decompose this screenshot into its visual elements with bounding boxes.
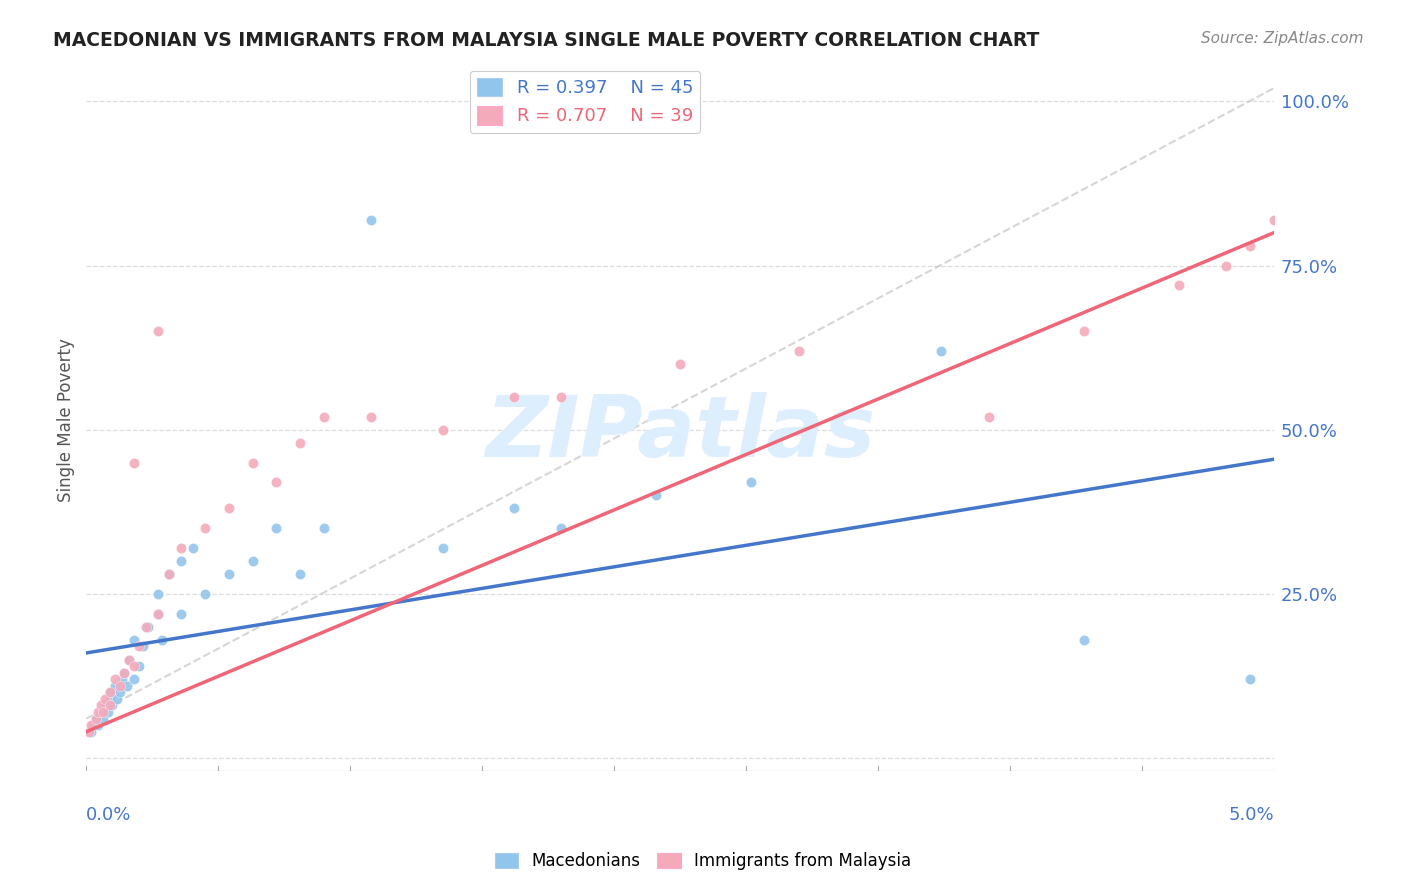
Point [312, 521, 335, 535]
Point [194, 521, 217, 535]
Point [1215, 259, 1237, 273]
Point [170, 554, 193, 568]
Point [122, 659, 145, 673]
Point [1073, 324, 1095, 338]
Legend: R = 0.397    N = 45, R = 0.707    N = 39: R = 0.397 N = 45, R = 0.707 N = 39 [470, 70, 700, 133]
Point [360, 409, 382, 424]
Point [1073, 632, 1095, 647]
Point [550, 521, 572, 535]
Point [101, 698, 124, 713]
Point [288, 567, 311, 582]
Point [157, 567, 180, 582]
Point [157, 567, 180, 582]
Point [91, 712, 114, 726]
Point [105, 692, 128, 706]
Point [82, 718, 104, 732]
Point [432, 423, 454, 437]
Point [170, 607, 193, 621]
Point [1239, 239, 1261, 253]
Point [84, 712, 107, 726]
Point [94, 692, 117, 706]
Text: ZIPatlas: ZIPatlas [485, 392, 875, 475]
Point [266, 521, 288, 535]
Point [128, 640, 150, 654]
Text: 5.0%: 5.0% [1229, 806, 1274, 824]
Point [645, 488, 668, 502]
Point [108, 685, 131, 699]
Point [84, 712, 107, 726]
Point [502, 390, 524, 404]
Point [112, 665, 135, 680]
Point [112, 665, 135, 680]
Point [146, 587, 169, 601]
Point [122, 632, 145, 647]
Point [242, 554, 264, 568]
Point [104, 679, 127, 693]
Point [146, 607, 169, 621]
Point [98, 685, 121, 699]
Point [181, 541, 204, 555]
Point [1167, 278, 1189, 293]
Text: MACEDONIAN VS IMMIGRANTS FROM MALAYSIA SINGLE MALE POVERTY CORRELATION CHART: MACEDONIAN VS IMMIGRANTS FROM MALAYSIA S… [53, 31, 1040, 50]
Point [118, 652, 141, 666]
Point [740, 475, 762, 490]
Point [242, 456, 264, 470]
Point [108, 679, 131, 693]
Point [80, 724, 103, 739]
Point [550, 390, 572, 404]
Point [87, 705, 110, 719]
Point [98, 692, 121, 706]
Point [97, 705, 120, 719]
Point [170, 541, 193, 555]
Point [931, 343, 953, 358]
Point [977, 409, 1000, 424]
Legend: Macedonians, Immigrants from Malaysia: Macedonians, Immigrants from Malaysia [488, 846, 918, 877]
Point [77, 724, 100, 739]
Point [312, 409, 335, 424]
Point [669, 357, 692, 371]
Point [115, 679, 138, 693]
Point [136, 620, 159, 634]
Point [360, 212, 382, 227]
Point [98, 698, 121, 713]
Point [87, 718, 110, 732]
Point [146, 607, 169, 621]
Point [118, 652, 141, 666]
Point [98, 685, 121, 699]
Point [122, 672, 145, 686]
Point [80, 718, 103, 732]
Y-axis label: Single Male Poverty: Single Male Poverty [58, 338, 75, 502]
Point [111, 672, 134, 686]
Point [91, 705, 114, 719]
Point [150, 632, 173, 647]
Point [90, 705, 112, 719]
Text: Source: ZipAtlas.com: Source: ZipAtlas.com [1201, 31, 1364, 46]
Point [132, 640, 155, 654]
Point [432, 541, 454, 555]
Point [94, 698, 117, 713]
Point [288, 435, 311, 450]
Point [502, 501, 524, 516]
Point [90, 698, 112, 713]
Point [1239, 672, 1261, 686]
Point [266, 475, 288, 490]
Point [122, 456, 145, 470]
Point [194, 587, 217, 601]
Point [135, 620, 157, 634]
Point [218, 501, 240, 516]
Point [104, 672, 127, 686]
Point [146, 324, 169, 338]
Point [787, 343, 810, 358]
Text: 0.0%: 0.0% [86, 806, 132, 824]
Point [1263, 212, 1285, 227]
Point [218, 567, 240, 582]
Point [128, 659, 150, 673]
